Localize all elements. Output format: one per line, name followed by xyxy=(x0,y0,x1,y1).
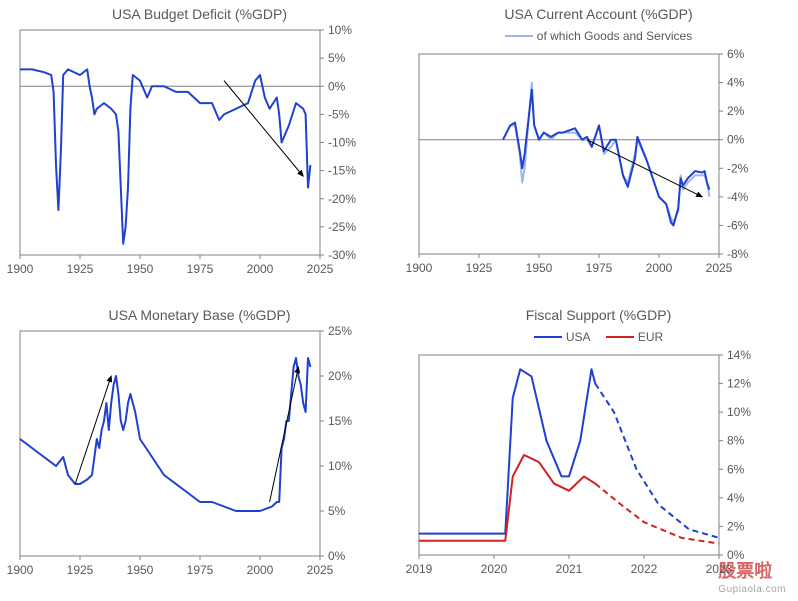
svg-text:1925: 1925 xyxy=(466,261,493,275)
svg-text:10%: 10% xyxy=(727,405,751,419)
panel-monetary-base: USA Monetary Base (%GDP) 0%5%10%15%20%25… xyxy=(0,301,399,601)
svg-text:1950: 1950 xyxy=(526,261,553,275)
svg-text:-6%: -6% xyxy=(727,218,749,232)
svg-text:2000: 2000 xyxy=(646,261,673,275)
svg-text:1975: 1975 xyxy=(586,261,613,275)
svg-text:14%: 14% xyxy=(727,348,751,362)
svg-text:8%: 8% xyxy=(727,433,745,447)
svg-text:1900: 1900 xyxy=(406,261,433,275)
svg-text:0%: 0% xyxy=(727,548,745,562)
svg-text:2%: 2% xyxy=(727,519,745,533)
svg-text:0%: 0% xyxy=(727,133,745,147)
svg-text:1900: 1900 xyxy=(7,262,34,276)
svg-text:12%: 12% xyxy=(727,376,751,390)
series-monetary-base xyxy=(20,358,310,511)
svg-text:1900: 1900 xyxy=(7,563,34,577)
trend-arrow xyxy=(270,367,299,502)
series-budget-deficit xyxy=(20,69,310,243)
svg-text:-25%: -25% xyxy=(328,220,356,234)
svg-text:6%: 6% xyxy=(727,47,745,61)
panel-fiscal-support: Fiscal Support (%GDP) USA EUR 股票啦 Gupiao… xyxy=(399,301,798,601)
svg-text:10%: 10% xyxy=(328,459,352,473)
svg-text:2021: 2021 xyxy=(556,562,583,576)
svg-text:6%: 6% xyxy=(727,462,745,476)
svg-text:2019: 2019 xyxy=(406,562,433,576)
series-usa-dash xyxy=(595,383,719,537)
series-usa-solid xyxy=(419,369,595,533)
svg-text:2020: 2020 xyxy=(481,562,508,576)
panel-budget-deficit: USA Budget Deficit (%GDP) -30%-25%-20%-1… xyxy=(0,0,399,301)
svg-text:2000: 2000 xyxy=(247,563,274,577)
series-current-account xyxy=(503,90,709,226)
series-eur-dash xyxy=(595,483,719,543)
svg-text:20%: 20% xyxy=(328,369,352,383)
svg-text:10%: 10% xyxy=(328,23,352,37)
svg-text:0%: 0% xyxy=(328,549,346,563)
svg-text:4%: 4% xyxy=(727,76,745,90)
svg-text:5%: 5% xyxy=(328,504,346,518)
svg-text:4%: 4% xyxy=(727,490,745,504)
svg-text:25%: 25% xyxy=(328,324,352,338)
svg-text:2022: 2022 xyxy=(631,562,658,576)
svg-text:2025: 2025 xyxy=(307,262,334,276)
svg-text:2023: 2023 xyxy=(706,562,733,576)
svg-text:1975: 1975 xyxy=(187,262,214,276)
svg-text:-20%: -20% xyxy=(328,192,356,206)
svg-text:-8%: -8% xyxy=(727,247,749,261)
trend-arrow xyxy=(587,140,702,197)
svg-text:-30%: -30% xyxy=(328,248,356,262)
svg-text:1925: 1925 xyxy=(67,262,94,276)
svg-text:2025: 2025 xyxy=(307,563,334,577)
svg-text:2025: 2025 xyxy=(706,261,733,275)
svg-text:5%: 5% xyxy=(328,51,346,65)
svg-text:1925: 1925 xyxy=(67,563,94,577)
svg-text:-10%: -10% xyxy=(328,136,356,150)
panel-current-account: USA Current Account (%GDP) of which Good… xyxy=(399,0,798,301)
svg-text:-15%: -15% xyxy=(328,164,356,178)
svg-text:-4%: -4% xyxy=(727,190,749,204)
svg-text:1950: 1950 xyxy=(127,563,154,577)
svg-text:2%: 2% xyxy=(727,104,745,118)
svg-text:-2%: -2% xyxy=(727,161,749,175)
svg-text:15%: 15% xyxy=(328,414,352,428)
chart-grid: USA Budget Deficit (%GDP) -30%-25%-20%-1… xyxy=(0,0,798,601)
svg-text:1950: 1950 xyxy=(127,262,154,276)
svg-text:2000: 2000 xyxy=(247,262,274,276)
svg-text:1975: 1975 xyxy=(187,563,214,577)
svg-text:0%: 0% xyxy=(328,79,346,93)
svg-text:-5%: -5% xyxy=(328,107,350,121)
